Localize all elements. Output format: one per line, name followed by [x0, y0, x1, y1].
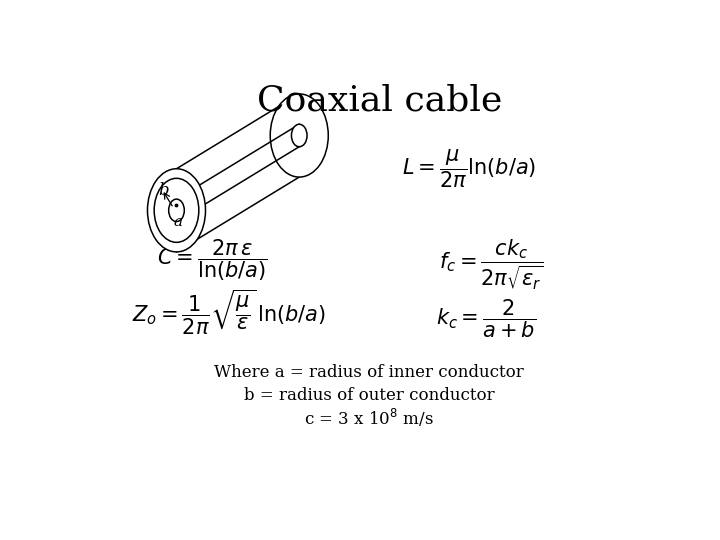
Text: c = 3 x 10$^8$ m/s: c = 3 x 10$^8$ m/s: [304, 407, 434, 429]
Text: $Z_o = \dfrac{1}{2\pi}\sqrt{\dfrac{\mu}{\varepsilon}}\,\ln(b/a)$: $Z_o = \dfrac{1}{2\pi}\sqrt{\dfrac{\mu}{…: [132, 288, 327, 337]
Text: a: a: [174, 215, 183, 230]
Ellipse shape: [292, 124, 307, 147]
Text: Where a = radius of inner conductor: Where a = radius of inner conductor: [214, 364, 524, 381]
Ellipse shape: [270, 94, 328, 177]
Text: b = radius of outer conductor: b = radius of outer conductor: [243, 387, 495, 404]
Text: $L = \dfrac{\mu}{2\pi}\ln(b/a)$: $L = \dfrac{\mu}{2\pi}\ln(b/a)$: [402, 147, 536, 190]
Text: $f_c = \dfrac{ck_c}{2\pi\sqrt{\varepsilon_r}}$: $f_c = \dfrac{ck_c}{2\pi\sqrt{\varepsilo…: [439, 238, 544, 291]
Text: Coaxial cable: Coaxial cable: [258, 84, 503, 118]
Ellipse shape: [154, 178, 199, 242]
Text: $C = \dfrac{2\pi\,\varepsilon}{\ln(b/a)}$: $C = \dfrac{2\pi\,\varepsilon}{\ln(b/a)}…: [158, 238, 268, 283]
Text: $k_c = \dfrac{2}{a+b}$: $k_c = \dfrac{2}{a+b}$: [436, 297, 536, 340]
Ellipse shape: [168, 199, 184, 221]
Ellipse shape: [148, 168, 205, 252]
Text: b: b: [158, 182, 168, 199]
